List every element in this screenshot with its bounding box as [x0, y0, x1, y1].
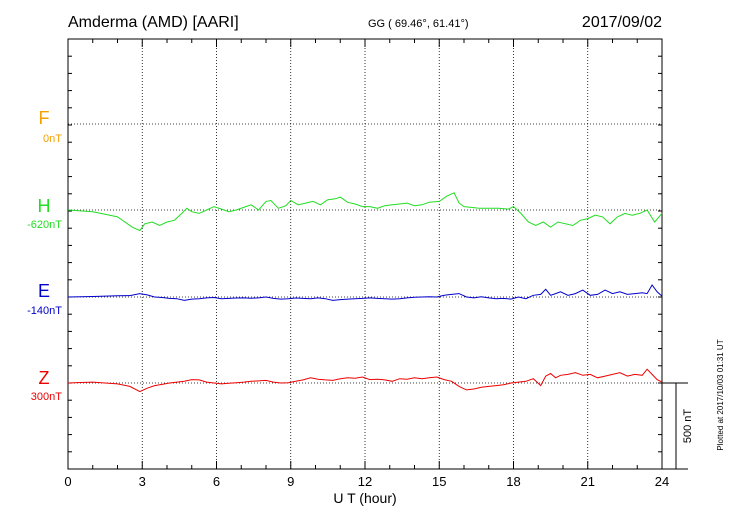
series-baseline-H: -620nT: [27, 219, 62, 231]
series-name-Z: Z: [39, 368, 50, 388]
series-name-F: F: [39, 108, 50, 128]
series-line-Z: [67, 368, 663, 393]
series-label-H: H -620nT: [27, 196, 62, 231]
series-line-H: [67, 192, 663, 232]
scale-bar: 500 nT: [662, 382, 694, 470]
x-tick-label: 9: [287, 474, 294, 489]
plot-frame: [67, 38, 663, 470]
series-line-E: [67, 284, 663, 301]
x-tick-label: 6: [213, 474, 220, 489]
station-title: Amderma (AMD) [AARI]: [68, 14, 239, 31]
series-label-Z: Z 300nT: [31, 368, 62, 403]
x-tick-label: 24: [655, 474, 669, 489]
x-tick-label: 12: [358, 474, 372, 489]
x-tick-label: 21: [581, 474, 595, 489]
series-label-F: F 0nT: [39, 108, 63, 145]
vertical-gridlines: [141, 39, 589, 469]
coordinates-label: GG ( 69.46°, 61.41°): [368, 18, 469, 30]
series-name-H: H: [38, 196, 51, 216]
series-name-E: E: [38, 281, 50, 301]
x-tick-label: 0: [64, 474, 71, 489]
axis-ticks: [67, 38, 663, 469]
x-tick-label: 15: [432, 474, 446, 489]
date-label: 2017/09/02: [582, 14, 662, 31]
x-tick-label: 3: [139, 474, 146, 489]
series-label-E: E -140nT: [27, 281, 62, 317]
series-baseline-E: -140nT: [27, 305, 62, 317]
series-baseline-F: 0nT: [43, 133, 62, 145]
x-tick-label: 18: [506, 474, 520, 489]
series-baseline-Z: 300nT: [31, 391, 62, 403]
x-tick-labels: 0 3 6 9 12 15 18 21 24: [64, 474, 669, 489]
scale-bar-label: 500 nT: [682, 409, 694, 444]
x-axis-label: U T (hour): [333, 490, 396, 506]
plotted-note: Plotted at 2017/10/03 01:31 UT: [716, 339, 725, 450]
